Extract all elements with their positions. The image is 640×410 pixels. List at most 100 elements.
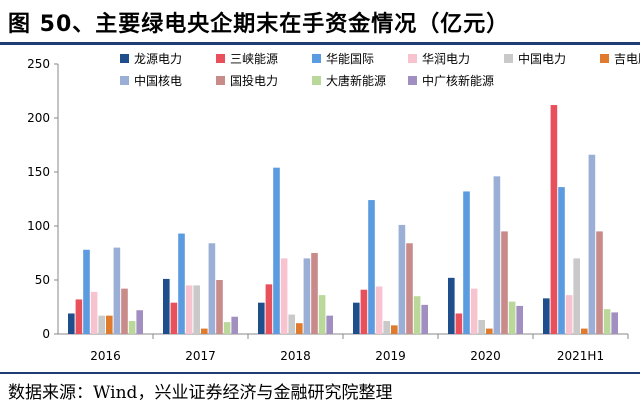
bars xyxy=(68,105,618,334)
legend-label: 中国电力 xyxy=(518,51,566,66)
bar xyxy=(98,315,105,334)
bar xyxy=(128,321,136,334)
legend-label: 华能国际 xyxy=(326,52,374,66)
bar xyxy=(185,285,193,334)
bar xyxy=(493,176,501,334)
bar xyxy=(136,310,143,334)
legend-label: 中广核新能源 xyxy=(422,73,494,88)
x-tick-label: 2018 xyxy=(280,349,311,363)
legend-label: 吉电股份 xyxy=(614,52,640,66)
bar xyxy=(486,328,493,334)
bar-chart: 0 50 100 150 200 250 2016 2017 2018 2019 2020 2021… xyxy=(27,51,640,363)
bar xyxy=(121,288,128,334)
bar xyxy=(258,302,265,334)
bar xyxy=(318,295,326,334)
legend-label: 大唐新能源 xyxy=(326,73,386,88)
bar xyxy=(208,243,216,334)
bar xyxy=(455,313,463,334)
footer-divider xyxy=(0,372,640,374)
bar xyxy=(398,224,406,334)
y-tick-label: 50 xyxy=(35,273,50,287)
bar xyxy=(113,247,121,334)
bar xyxy=(216,280,223,334)
bar xyxy=(353,302,360,334)
bar xyxy=(470,288,478,334)
bar xyxy=(90,291,98,334)
bar xyxy=(550,105,558,334)
legend-swatch xyxy=(120,76,129,85)
legend-label: 华润电力 xyxy=(422,52,470,66)
bar xyxy=(375,286,383,334)
legend-swatch xyxy=(216,54,225,63)
bar xyxy=(611,312,618,334)
bar xyxy=(83,249,90,334)
bar xyxy=(288,314,295,334)
bar xyxy=(596,231,603,334)
x-tick-label: 2020 xyxy=(470,349,501,363)
page-title: 图 50、主要绿电央企期末在手资金情况（亿元） xyxy=(8,12,510,37)
bar xyxy=(273,167,280,334)
x-axis: 2016 2017 2018 2019 2020 2021H1 xyxy=(58,333,629,363)
bar xyxy=(265,284,273,334)
bar xyxy=(368,200,375,334)
bar xyxy=(75,299,83,334)
bar xyxy=(223,322,231,334)
bar xyxy=(68,313,75,334)
bar xyxy=(178,233,185,334)
x-tick-label: 2017 xyxy=(185,349,216,363)
legend-label: 三峡能源 xyxy=(230,52,278,66)
legend: 龙源电力 三峡能源 华能国际 华润电力 中国电力 吉电股份中国核电 国投电力 大唐新能源 中广核… xyxy=(120,51,640,88)
bar xyxy=(193,285,200,334)
bar xyxy=(448,277,455,334)
title-bar: 图 50、主要绿电央企期末在手资金情况（亿元） xyxy=(0,0,640,45)
bar xyxy=(406,243,413,334)
bar xyxy=(360,289,368,334)
source-note: 数据来源：Wind，兴业证券经济与金融研究院整理 xyxy=(8,383,393,403)
bar xyxy=(303,258,311,334)
legend-label: 中国核电 xyxy=(134,73,182,88)
bar xyxy=(280,258,288,334)
bar xyxy=(508,301,516,334)
bar xyxy=(311,253,318,334)
legend-swatch xyxy=(312,76,321,85)
legend-swatch xyxy=(120,54,129,63)
y-tick-label: 250 xyxy=(27,57,50,71)
y-tick-label: 200 xyxy=(27,111,50,125)
y-tick-label: 150 xyxy=(27,165,50,179)
legend-swatch xyxy=(600,54,609,63)
y-tick-label: 0 xyxy=(42,327,50,341)
legend-swatch xyxy=(408,76,417,85)
legend-label: 国投电力 xyxy=(230,73,278,88)
x-tick-label: 2021H1 xyxy=(557,349,604,363)
bar xyxy=(391,325,398,334)
bar xyxy=(201,328,208,334)
bar xyxy=(106,315,113,334)
bar xyxy=(588,154,596,334)
legend-swatch xyxy=(408,54,417,63)
y-tick-label: 100 xyxy=(27,219,50,233)
bar xyxy=(163,278,170,334)
legend-swatch xyxy=(216,76,225,85)
bar xyxy=(543,298,550,334)
bar xyxy=(565,295,573,334)
bar xyxy=(573,258,580,334)
bar xyxy=(413,296,421,334)
legend-swatch xyxy=(504,54,513,63)
legend-swatch xyxy=(312,54,321,63)
title-underline xyxy=(0,42,640,45)
bar xyxy=(421,304,428,334)
bar xyxy=(581,328,588,334)
bar xyxy=(516,305,523,334)
x-tick-label: 2016 xyxy=(90,349,121,363)
bar xyxy=(231,316,238,334)
bar xyxy=(326,315,333,334)
bar xyxy=(463,191,470,334)
bar xyxy=(501,231,508,334)
bar xyxy=(558,187,565,334)
y-axis: 0 50 100 150 200 250 xyxy=(27,57,59,341)
legend-label: 龙源电力 xyxy=(134,52,182,66)
x-tick-label: 2019 xyxy=(375,349,406,363)
bar xyxy=(296,323,303,334)
bar xyxy=(478,319,485,334)
bar xyxy=(383,321,390,334)
